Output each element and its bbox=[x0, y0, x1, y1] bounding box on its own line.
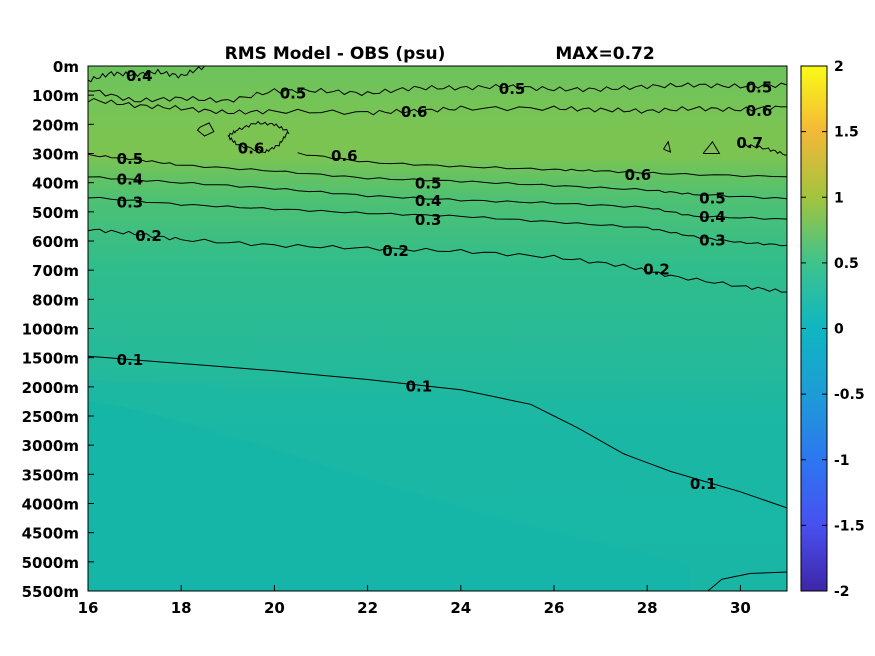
contour-line bbox=[88, 66, 205, 83]
contour-label: 0.4 bbox=[415, 192, 442, 210]
contour-label: 0.5 bbox=[699, 189, 726, 207]
contour-line bbox=[88, 82, 787, 103]
x-tick-label: 18 bbox=[171, 599, 192, 617]
colorbar-tick-label: -0.5 bbox=[834, 387, 865, 403]
y-tick-label: 3500m bbox=[22, 466, 79, 484]
contour-labels: 0.40.5 0.5 0.50.6 0.60.70.6 0.60.60.50.40.30… bbox=[117, 67, 773, 493]
y-tick-label: 3000m bbox=[22, 437, 79, 455]
contour-line bbox=[227, 120, 290, 154]
contour-label: 0.4 bbox=[699, 208, 726, 226]
y-tick-label: 400m bbox=[32, 175, 79, 193]
contour-label: 0.3 bbox=[117, 194, 144, 212]
contour-label: 0.1 bbox=[690, 475, 717, 493]
contour-line bbox=[88, 176, 787, 220]
y-axis-ticks: 0m 100m 200m 300m 400m 500m 600m 700m 800m 1000m 1… bbox=[22, 58, 94, 601]
contour-line bbox=[702, 140, 721, 154]
contour-line bbox=[196, 122, 215, 137]
y-tick-label: 1000m bbox=[22, 321, 79, 339]
x-tick-label: 30 bbox=[730, 599, 751, 617]
x-tick-label: 26 bbox=[544, 599, 565, 617]
x-axis-ticks: 16 18 20 22 24 26 28 30 bbox=[78, 585, 751, 617]
contour-label: 0.6 bbox=[238, 140, 265, 158]
colorbar-tick-label: 1.5 bbox=[834, 125, 859, 141]
y-tick-label: 800m bbox=[32, 291, 79, 309]
contour-label: 0.6 bbox=[625, 166, 652, 184]
x-tick-label: 16 bbox=[78, 599, 99, 617]
y-tick-label: 5000m bbox=[22, 554, 79, 572]
colorbar: 2 1.5 1 0.5 0 -0.5 -1 -1.5 -2 bbox=[800, 59, 865, 600]
colorbar-tick-label: 0 bbox=[834, 322, 844, 338]
contour-line bbox=[88, 196, 787, 247]
x-tick-label: 28 bbox=[637, 599, 658, 617]
contour-lines bbox=[88, 66, 787, 591]
contour-label: 0.2 bbox=[643, 261, 670, 279]
colorbar-tick-label: 1 bbox=[834, 190, 844, 206]
max-label: MAX=0.72 bbox=[555, 44, 654, 64]
contour-label: 0.5 bbox=[746, 78, 773, 96]
y-tick-label: 2000m bbox=[22, 379, 79, 397]
contour-label: 0.4 bbox=[117, 170, 144, 188]
contour-label: 0.1 bbox=[406, 377, 433, 395]
y-tick-label: 300m bbox=[32, 146, 79, 164]
y-tick-label: 4500m bbox=[22, 525, 79, 543]
contour-label: 0.6 bbox=[401, 103, 428, 121]
contour-line bbox=[88, 355, 787, 509]
y-tick-label: 1500m bbox=[22, 350, 79, 368]
y-tick-label: 4000m bbox=[22, 496, 79, 514]
contour-label: 0.5 bbox=[117, 150, 144, 168]
y-tick-label: 5500m bbox=[22, 583, 79, 601]
x-tick-label: 24 bbox=[450, 599, 471, 617]
y-tick-label: 100m bbox=[32, 87, 79, 105]
chart-title: RMS Model - OBS (psu) bbox=[225, 44, 446, 64]
min-rms-region bbox=[88, 400, 690, 591]
contour-label: 0.2 bbox=[135, 227, 162, 245]
colorbar-tick-label: 0.5 bbox=[834, 256, 859, 272]
contour-line bbox=[88, 97, 787, 116]
y-tick-label: 0m bbox=[53, 58, 79, 76]
contour-label: 0.1 bbox=[117, 351, 144, 369]
contour-label: 0.4 bbox=[126, 67, 153, 85]
contour-label: 0.5 bbox=[280, 84, 307, 102]
colorbar-tick-label: -2 bbox=[834, 584, 850, 600]
contour-line bbox=[297, 152, 787, 178]
contour-label: 0.2 bbox=[382, 242, 409, 260]
contour-label: 0.6 bbox=[331, 147, 358, 165]
y-tick-label: 700m bbox=[32, 262, 79, 280]
y-tick-label: 500m bbox=[32, 204, 79, 222]
contour-line bbox=[88, 153, 787, 200]
contour-label: 0.3 bbox=[415, 211, 442, 229]
y-tick-label: 200m bbox=[32, 116, 79, 134]
colorbar-tick-label: -1 bbox=[834, 453, 850, 469]
y-tick-label: 2500m bbox=[22, 408, 79, 426]
y-tick-label: 600m bbox=[32, 233, 79, 251]
colorbar-ticks: 2 1.5 1 0.5 0 -0.5 -1 -1.5 -2 bbox=[801, 59, 865, 600]
contour-label: 0.6 bbox=[746, 102, 773, 120]
colorbar-tick-label: -1.5 bbox=[834, 518, 865, 534]
heatmap-field: 0.40.5 0.5 0.50.6 0.60.70.6 0.60.60.50.40.30… bbox=[88, 66, 787, 591]
contour-line bbox=[663, 140, 672, 153]
contour-label: 0.3 bbox=[699, 232, 726, 250]
contour-line bbox=[744, 143, 787, 156]
contour-label: 0.7 bbox=[736, 134, 763, 152]
contour-label: 0.5 bbox=[499, 80, 526, 98]
contour-line bbox=[88, 228, 787, 293]
x-tick-label: 22 bbox=[357, 599, 378, 617]
x-tick-label: 20 bbox=[264, 599, 285, 617]
contour-line bbox=[707, 571, 787, 591]
colorbar-tick-label: 2 bbox=[834, 59, 844, 75]
contour-label: 0.5 bbox=[415, 175, 442, 193]
